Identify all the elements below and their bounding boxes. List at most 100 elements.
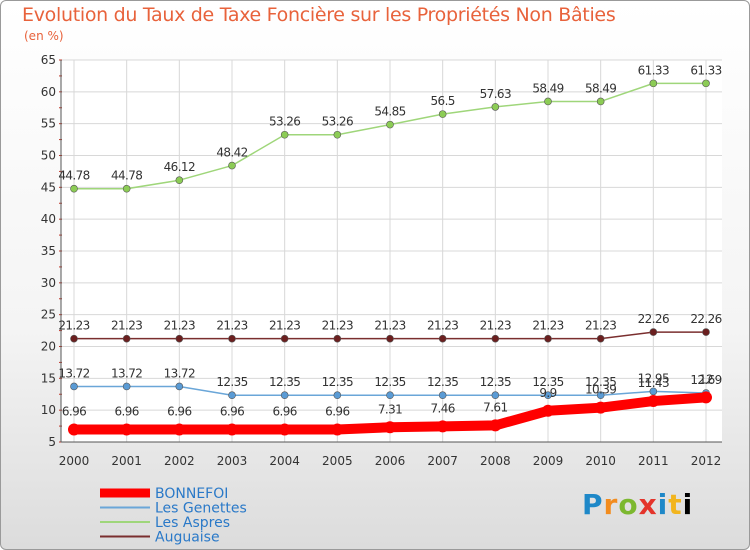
data-point — [175, 176, 184, 185]
data-label: 12 — [699, 372, 713, 386]
data-label: 6.96 — [273, 405, 297, 419]
data-label: 61.33 — [638, 63, 669, 77]
y-tick-label: 35 — [41, 244, 56, 258]
data-label: 58.49 — [532, 81, 563, 95]
data-point — [120, 423, 133, 436]
data-point — [596, 391, 605, 400]
data-label: 61.33 — [690, 63, 721, 77]
data-label: 12.35 — [585, 375, 616, 389]
x-tick-label: 2007 — [427, 454, 458, 468]
data-label: 21.23 — [111, 319, 142, 333]
data-point — [333, 391, 342, 400]
x-tick-label: 2011 — [638, 454, 669, 468]
data-label: 12.35 — [269, 375, 300, 389]
data-point — [700, 391, 712, 404]
data-point — [122, 184, 131, 193]
data-label: 21.23 — [216, 319, 247, 333]
data-point — [228, 391, 236, 400]
data-point — [544, 334, 552, 343]
data-point — [438, 391, 447, 400]
data-label: 22.26 — [638, 312, 669, 326]
data-point — [331, 423, 344, 436]
y-tick-label: 65 — [41, 53, 56, 67]
x-tick-label: 2010 — [585, 454, 616, 468]
data-label: 13.72 — [164, 366, 195, 380]
data-label: 53.26 — [322, 115, 353, 129]
y-tick-label: 15 — [41, 371, 56, 385]
data-label: 12.95 — [638, 371, 669, 385]
data-point — [386, 334, 394, 343]
data-label: 12.35 — [374, 375, 405, 389]
data-point — [228, 334, 236, 343]
data-point — [280, 391, 289, 400]
data-label: 57.63 — [480, 87, 511, 101]
data-label: 58.49 — [585, 81, 616, 95]
data-label: 6.96 — [220, 405, 244, 419]
data-point — [594, 401, 607, 414]
y-tick-label: 5 — [48, 435, 56, 449]
data-point — [70, 382, 78, 391]
data-point — [175, 334, 184, 343]
data-label: 21.23 — [532, 319, 563, 333]
data-label: 46.12 — [164, 160, 195, 174]
y-tick-label: 10 — [41, 403, 56, 417]
data-label: 6.96 — [167, 405, 191, 419]
y-tick-label: 45 — [41, 180, 56, 194]
data-label: 21.23 — [480, 319, 511, 333]
data-label: 12.35 — [322, 375, 353, 389]
data-label: 12.35 — [480, 375, 511, 389]
data-label: 11.43 — [638, 376, 669, 390]
data-point — [544, 391, 552, 400]
data-point — [702, 328, 710, 336]
data-point — [280, 334, 289, 343]
data-label: 6.96 — [62, 405, 86, 419]
data-point — [122, 382, 131, 391]
y-tick-label: 40 — [41, 212, 56, 226]
x-tick-label: 2002 — [164, 454, 195, 468]
data-label: 21.23 — [374, 319, 405, 333]
data-point — [228, 161, 236, 170]
data-label: 12.35 — [427, 375, 458, 389]
data-point — [647, 395, 660, 408]
chart-title: Evolution du Taux de Taxe Foncière sur l… — [22, 4, 616, 26]
data-label: 6.96 — [115, 405, 139, 419]
proxiti-logo: Proxiti — [582, 488, 694, 521]
data-point — [278, 423, 291, 436]
data-point — [544, 97, 552, 106]
data-point — [649, 79, 658, 88]
data-point — [491, 391, 500, 400]
data-point — [68, 423, 80, 436]
data-point — [702, 79, 710, 88]
data-label: 54.85 — [374, 105, 405, 119]
data-point — [280, 130, 289, 139]
legend-label: Les Genettes — [155, 501, 247, 517]
data-point — [491, 103, 500, 111]
y-tick-label: 60 — [41, 85, 56, 99]
data-label: 22.26 — [690, 312, 721, 326]
data-point — [438, 110, 447, 118]
data-point — [173, 423, 186, 436]
data-point — [542, 404, 554, 417]
data-label: 44.78 — [111, 169, 142, 183]
data-point — [649, 387, 658, 396]
y-axis-unit-label: (en %) — [24, 29, 64, 43]
data-label: 7.61 — [483, 400, 507, 414]
legend-label: Les Aspres — [155, 515, 230, 531]
data-label: 9.9 — [539, 386, 556, 400]
data-label: 21.23 — [585, 319, 616, 333]
y-tick-label: 30 — [41, 276, 56, 290]
data-label: 12.35 — [532, 375, 563, 389]
data-point — [70, 184, 78, 193]
data-label: 13.72 — [58, 366, 89, 380]
data-label: 21.23 — [164, 319, 195, 333]
data-point — [384, 421, 396, 434]
x-tick-label: 2009 — [533, 454, 564, 468]
data-point — [491, 334, 500, 343]
data-label: 44.78 — [58, 169, 89, 183]
data-point — [596, 334, 605, 343]
legend-label: Auguaise — [155, 530, 220, 546]
data-point — [333, 334, 342, 343]
data-point — [386, 391, 394, 400]
y-tick-label: 25 — [41, 308, 56, 322]
